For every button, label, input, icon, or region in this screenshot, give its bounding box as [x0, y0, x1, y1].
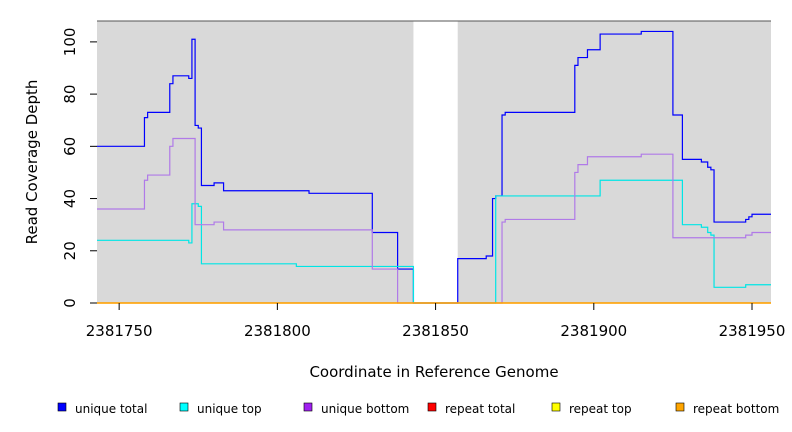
plot-background [97, 21, 771, 303]
legend-swatch [427, 402, 437, 412]
legend-label: unique top [197, 402, 262, 416]
legend-item-repeat-total: repeat total [427, 402, 515, 416]
legend-item-unique-top: unique top [179, 402, 262, 416]
x-tick-label: 2381950 [719, 322, 786, 340]
series-unique-total [97, 30, 771, 304]
x-tick-label: 2381750 [86, 322, 153, 340]
legend-label: repeat total [445, 402, 515, 416]
legend-swatch [551, 402, 561, 412]
legend-label: repeat bottom [693, 402, 779, 416]
legend-item-unique-total: unique total [57, 402, 147, 416]
legend: unique total unique top unique bottom repea… [57, 402, 779, 416]
y-tick-label: 40 [61, 189, 79, 208]
legend-label: unique bottom [321, 402, 409, 416]
y-tick-label: 60 [61, 137, 79, 156]
series-layer [97, 30, 771, 304]
legend-swatch [57, 402, 67, 412]
y-tick-label: 100 [61, 28, 79, 57]
x-axis-title: Coordinate in Reference Genome [309, 363, 558, 381]
shaded-region-2 [457, 21, 771, 303]
legend-item-repeat-top: repeat top [551, 402, 632, 416]
x-tick-label: 2381800 [244, 322, 311, 340]
y-tick-label: 80 [61, 85, 79, 104]
x-tick-label: 2381850 [402, 322, 469, 340]
legend-swatch [179, 402, 189, 412]
shaded-region-1 [97, 21, 414, 303]
legend-swatch [675, 402, 685, 412]
x-tick-label: 2381900 [560, 322, 627, 340]
y-axis-title: Read Coverage Depth [23, 80, 41, 245]
legend-item-unique-bottom: unique bottom [303, 402, 409, 416]
y-tick-label: 20 [61, 241, 79, 260]
legend-swatch [303, 402, 313, 412]
legend-label: unique total [75, 402, 147, 416]
y-tick-label: 0 [61, 298, 79, 308]
series-unique-top [97, 179, 771, 304]
legend-item-repeat-bottom: repeat bottom [675, 402, 779, 416]
legend-label: repeat top [569, 402, 632, 416]
axis-ticks: 2381750 2381800 2381850 2381900 2381950 0 20 40… [61, 28, 785, 340]
